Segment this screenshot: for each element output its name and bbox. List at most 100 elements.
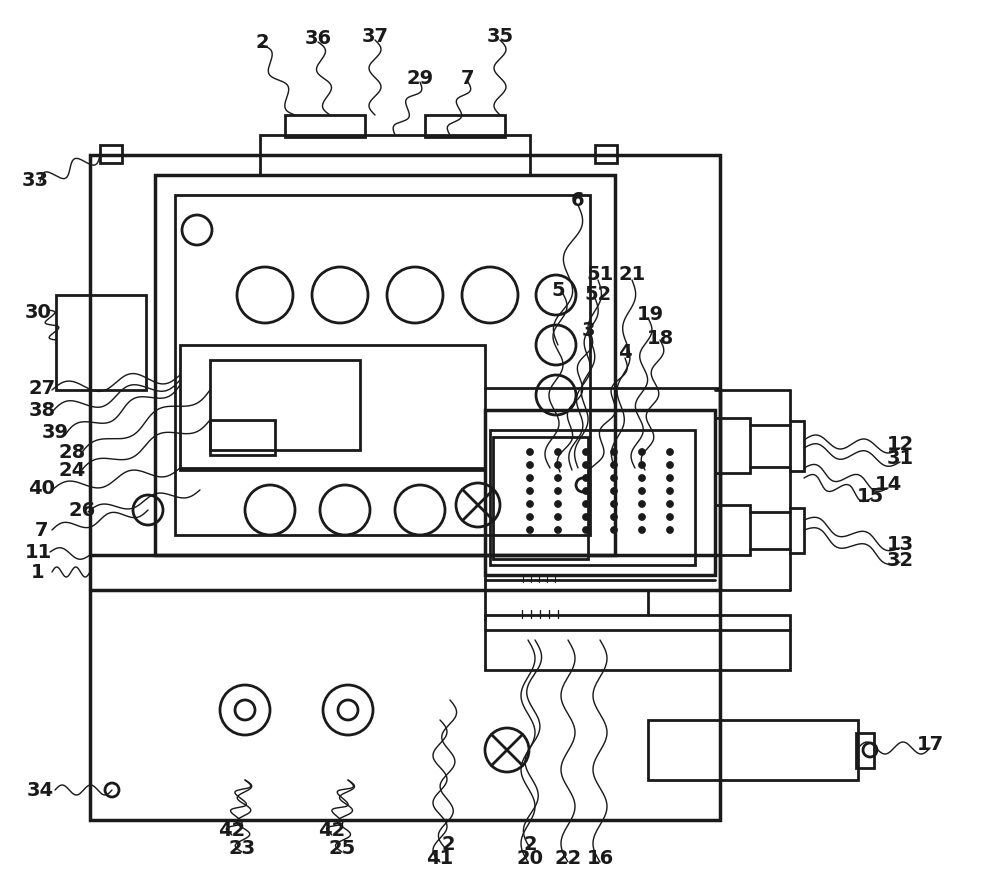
Text: 38: 38 [28,400,56,420]
Text: 32: 32 [886,550,914,570]
Circle shape [554,448,562,455]
Text: 2: 2 [523,834,537,854]
Text: 13: 13 [886,535,914,554]
Circle shape [526,500,534,507]
Circle shape [554,462,562,469]
Text: 36: 36 [304,29,332,47]
Circle shape [666,462,674,469]
Text: 15: 15 [856,487,884,505]
Circle shape [526,513,534,521]
Circle shape [554,527,562,533]
Text: 18: 18 [646,329,674,347]
Circle shape [666,500,674,507]
Circle shape [639,488,646,495]
Circle shape [582,448,590,455]
Bar [715,418,750,473]
Text: 7: 7 [35,521,49,539]
Circle shape [610,513,618,521]
Text: 30: 30 [25,303,51,321]
Circle shape [526,448,534,455]
Circle shape [666,474,674,481]
Text: 29: 29 [406,69,434,88]
Text: 34: 34 [26,780,54,799]
Circle shape [666,527,674,533]
Bar [493,437,588,559]
Circle shape [526,474,534,481]
Text: 4: 4 [618,343,632,362]
Circle shape [639,474,646,481]
Text: 40: 40 [28,479,56,497]
Bar [856,733,874,768]
Text: 27: 27 [28,379,56,397]
Text: 7: 7 [461,69,475,88]
Text: 16: 16 [586,848,614,867]
Text: 21: 21 [618,265,646,285]
Text: 1: 1 [31,563,45,581]
Text: 6: 6 [571,190,585,210]
Bar [175,195,590,535]
Text: 31: 31 [886,448,914,468]
Text: 42: 42 [318,821,346,839]
Bar [790,508,804,553]
Text: 33: 33 [22,171,48,189]
Bar [210,420,275,455]
Text: 19: 19 [636,305,664,324]
Text: 41: 41 [426,848,454,867]
Circle shape [554,500,562,507]
Circle shape [582,513,590,521]
Text: 20: 20 [516,848,544,867]
Bar [425,115,505,137]
Text: 42: 42 [218,821,246,839]
Text: 35: 35 [486,27,514,46]
Circle shape [666,513,674,521]
Circle shape [666,488,674,495]
Circle shape [554,474,562,481]
Circle shape [526,488,534,495]
Bar [90,155,720,820]
Circle shape [639,500,646,507]
Bar [285,115,365,137]
Text: 37: 37 [362,27,388,46]
Text: 23: 23 [228,839,256,857]
Circle shape [582,462,590,469]
Text: 26: 26 [68,500,96,520]
Text: 17: 17 [916,735,944,754]
Text: 28: 28 [58,443,86,462]
Text: 5: 5 [551,280,565,299]
Text: 2: 2 [255,32,269,52]
Bar [155,175,615,555]
Text: 39: 39 [42,422,68,441]
Circle shape [639,513,646,521]
Circle shape [610,474,618,481]
Circle shape [610,500,618,507]
Text: 11: 11 [24,543,52,562]
Bar [485,410,715,575]
Bar [100,145,122,163]
Circle shape [554,488,562,495]
Text: 3: 3 [581,321,595,339]
Bar [485,615,790,670]
Text: 25: 25 [328,839,356,857]
Text: 14: 14 [874,474,902,494]
Text: 22: 22 [554,848,582,867]
Circle shape [610,448,618,455]
Bar [715,505,750,555]
Circle shape [610,488,618,495]
Circle shape [610,462,618,469]
Circle shape [526,527,534,533]
Circle shape [554,513,562,521]
Circle shape [582,474,590,481]
Circle shape [639,448,646,455]
Circle shape [526,462,534,469]
Circle shape [639,462,646,469]
Circle shape [582,527,590,533]
Bar [260,135,530,175]
Bar [180,345,485,470]
Circle shape [610,527,618,533]
Bar [595,145,617,163]
Bar [790,421,804,471]
Text: 12: 12 [886,435,914,454]
Circle shape [582,500,590,507]
Circle shape [639,527,646,533]
Bar [210,360,360,450]
